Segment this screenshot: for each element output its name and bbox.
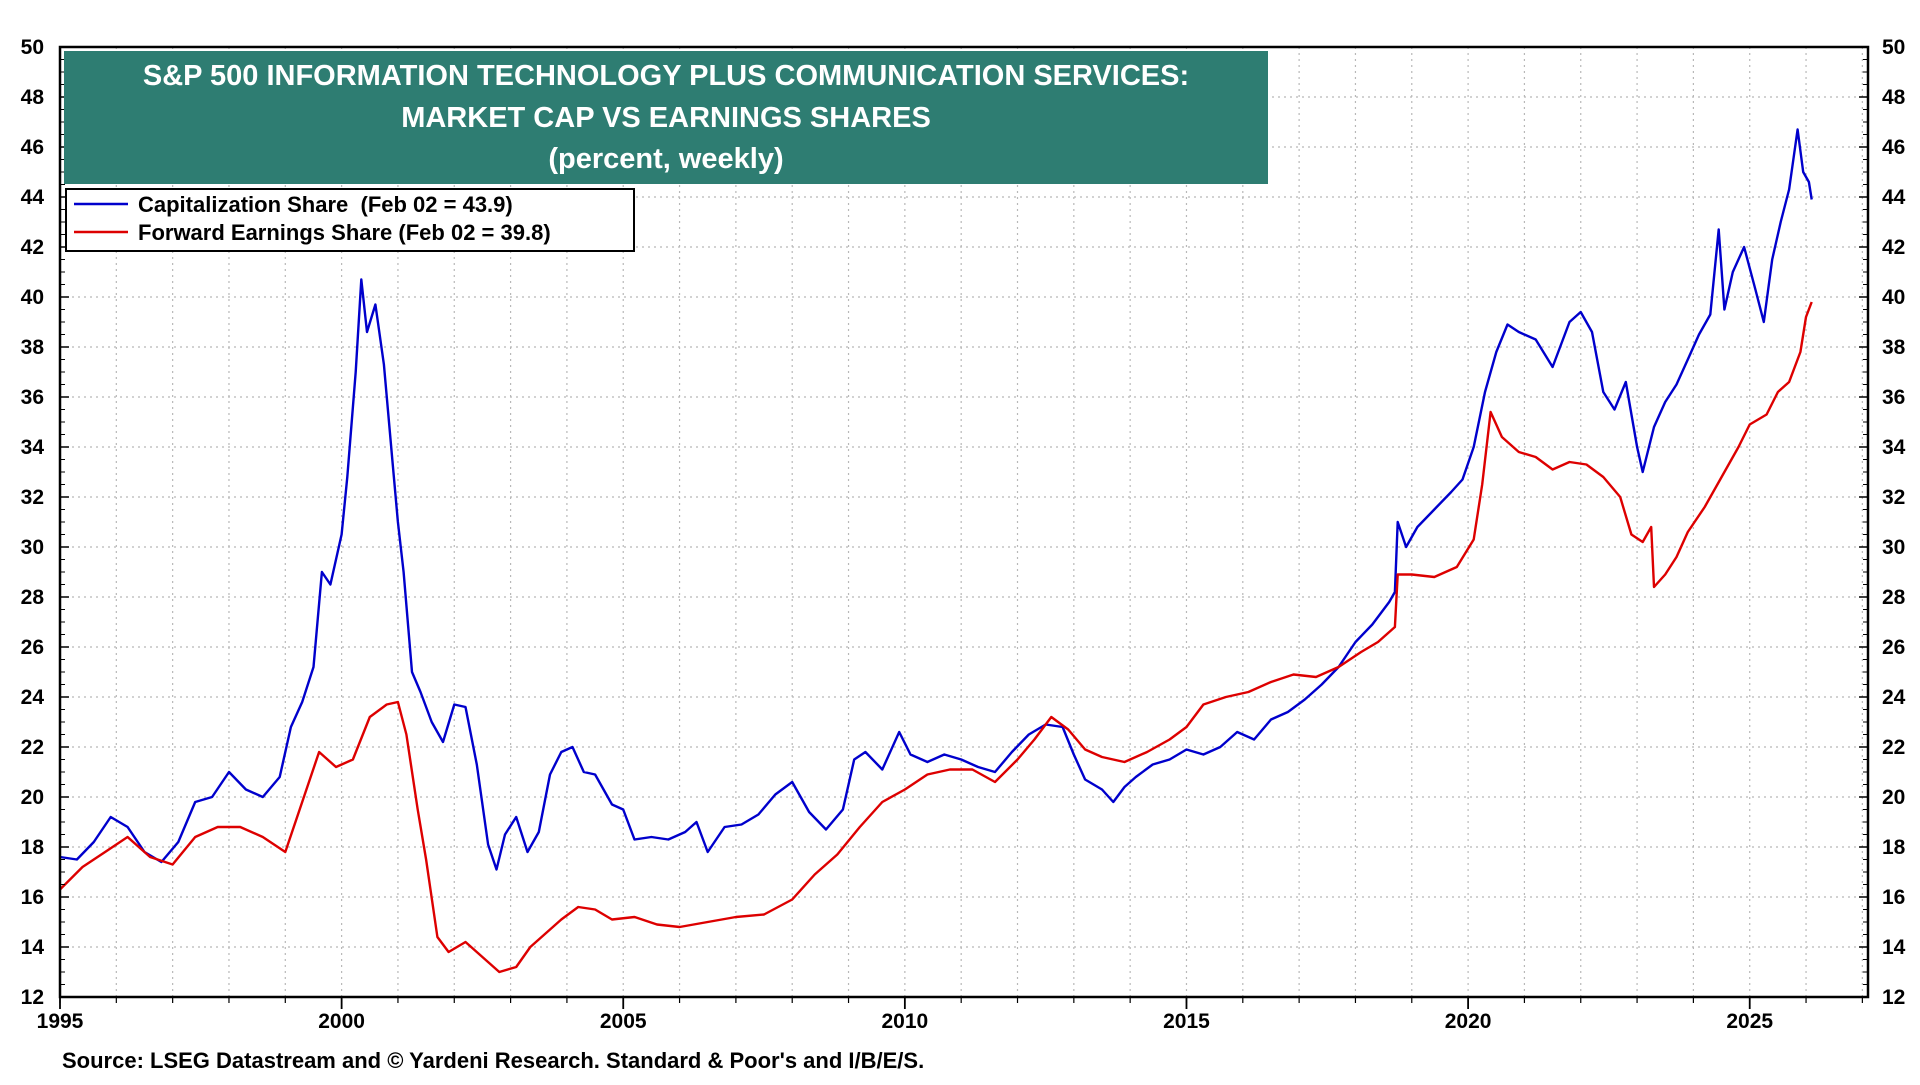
y-tick-label-right-42: 42 [1882, 236, 1905, 259]
chart-title-line-3: (percent, weekly) [548, 143, 783, 175]
y-tick-label-right-24: 24 [1882, 686, 1906, 709]
y-tick-label-left-38: 38 [21, 336, 45, 359]
y-tick-label-left-22: 22 [21, 736, 44, 759]
y-tick-label-left-36: 36 [21, 386, 44, 409]
series-lines [59, 128, 1813, 974]
x-tick-label-2015: 2015 [1163, 1010, 1210, 1033]
title-box: S&P 500 INFORMATION TECHNOLOGY PLUS COMM… [64, 51, 1268, 184]
x-tick-label-1995: 1995 [37, 1010, 84, 1033]
y-tick-label-left-34: 34 [21, 436, 45, 459]
chart-title-line-2: MARKET CAP VS EARNINGS SHARES [401, 102, 931, 134]
y-tick-label-right-16: 16 [1882, 886, 1905, 909]
y-tick-label-right-36: 36 [1882, 386, 1905, 409]
y-tick-label-right-26: 26 [1882, 636, 1905, 659]
x-tick-label-2005: 2005 [600, 1010, 647, 1033]
y-tick-label-left-14: 14 [21, 936, 45, 959]
y-axis-right-tick-labels: 12 14 16 18 20 22 24 26 28 30 32 34 36 38 40 42 44 46 48 50 [1882, 36, 1906, 1009]
legend-label-capitalization-share: Capitalization Share (Feb 02 = 43.9) [138, 192, 513, 217]
y-tick-label-left-42: 42 [21, 236, 44, 259]
y-tick-label-left-26: 26 [21, 636, 44, 659]
legend-label-forward-earnings-share: Forward Earnings Share (Feb 02 = 39.8) [138, 220, 551, 245]
y-tick-label-right-28: 28 [1882, 586, 1906, 609]
y-tick-label-right-12: 12 [1882, 986, 1905, 1009]
legend: Capitalization Share (Feb 02 = 43.9) For… [65, 188, 635, 252]
y-tick-label-right-32: 32 [1882, 486, 1905, 509]
x-tick-label-2020: 2020 [1445, 1010, 1492, 1033]
y-tick-label-right-14: 14 [1882, 936, 1906, 959]
y-tick-label-right-30: 30 [1882, 536, 1905, 559]
y-tick-label-left-20: 20 [21, 786, 44, 809]
y-tick-label-left-40: 40 [21, 286, 44, 309]
y-tick-label-left-50: 50 [21, 36, 44, 59]
y-tick-label-right-18: 18 [1882, 836, 1906, 859]
title-background [64, 51, 1268, 184]
y-tick-label-left-46: 46 [21, 136, 44, 159]
x-tick-label-2000: 2000 [318, 1010, 365, 1033]
x-tick-label-2010: 2010 [882, 1010, 929, 1033]
chart-title-line-1: S&P 500 INFORMATION TECHNOLOGY PLUS COMM… [143, 60, 1189, 92]
y-tick-label-left-32: 32 [21, 486, 44, 509]
y-tick-label-left-48: 48 [21, 86, 45, 109]
forward-earnings-share-line [59, 301, 1813, 974]
y-tick-label-left-24: 24 [21, 686, 45, 709]
y-tick-label-left-28: 28 [21, 586, 45, 609]
legend-box [65, 188, 635, 252]
y-tick-label-right-20: 20 [1882, 786, 1905, 809]
y-tick-label-right-22: 22 [1882, 736, 1905, 759]
y-tick-label-right-38: 38 [1882, 336, 1906, 359]
y-axis-left-tick-labels: 12 14 16 18 20 22 24 26 28 30 32 34 36 38 40 42 44 46 48 50 [21, 36, 45, 1009]
x-axis-tick-labels: 1995 2000 2005 2010 2015 2020 2025 [37, 1010, 1774, 1033]
source-note: Source: LSEG Datastream and © Yardeni Re… [62, 1048, 924, 1073]
y-tick-label-right-46: 46 [1882, 136, 1905, 159]
y-tick-label-left-44: 44 [21, 186, 45, 209]
y-tick-label-left-16: 16 [21, 886, 44, 909]
y-tick-label-right-48: 48 [1882, 86, 1906, 109]
y-tick-label-right-50: 50 [1882, 36, 1905, 59]
y-tick-label-left-18: 18 [21, 836, 45, 859]
x-tick-label-2025: 2025 [1726, 1010, 1773, 1033]
capitalization-share-line [59, 128, 1813, 871]
y-tick-label-right-34: 34 [1882, 436, 1906, 459]
y-tick-label-left-12: 12 [21, 986, 44, 1009]
y-tick-label-left-30: 30 [21, 536, 44, 559]
y-tick-label-right-44: 44 [1882, 186, 1906, 209]
y-tick-label-right-40: 40 [1882, 286, 1905, 309]
